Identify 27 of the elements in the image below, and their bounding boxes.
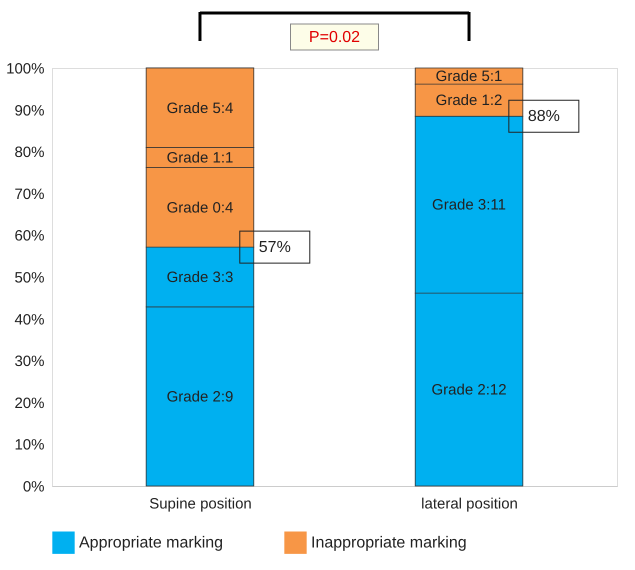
legend-label: Inappropriate marking: [311, 534, 467, 552]
data-label: Grade 0:4: [166, 199, 234, 216]
y-tick-label: 70%: [14, 186, 44, 203]
y-tick-label: 30%: [14, 353, 44, 370]
data-label: Grade 2:9: [166, 388, 234, 406]
legend-label: Appropriate marking: [79, 534, 224, 552]
annotation: 57%: [258, 239, 291, 256]
annotation: 88%: [528, 108, 560, 126]
y-tick-label: 20%: [14, 394, 44, 412]
y-tick-label: 10%: [14, 436, 44, 454]
y-tick-label: 80%: [14, 144, 44, 162]
y-tick-label: 0%: [22, 478, 44, 496]
y-tick-label: 100%: [6, 60, 44, 78]
data-label: Grade 5:4: [166, 100, 234, 117]
data-label: Grade 2:12: [431, 382, 507, 399]
data-label: Grade 1:1: [166, 150, 234, 167]
data-label: Grade 3:3: [166, 268, 234, 286]
x-tick-label: Supine position: [149, 496, 252, 512]
y-tick-label: 60%: [14, 228, 44, 245]
data-label: Grade 3:11: [432, 196, 506, 214]
text: P=0.02: [308, 29, 360, 46]
y-tick-label: 50%: [14, 270, 44, 286]
y-tick-label: 40%: [14, 311, 44, 328]
x-tick-label: lateral position: [421, 496, 518, 512]
data-label: Grade 5:1: [436, 68, 502, 86]
y-tick-label: 90%: [14, 102, 44, 120]
data-label: Grade 1:2: [436, 92, 502, 110]
